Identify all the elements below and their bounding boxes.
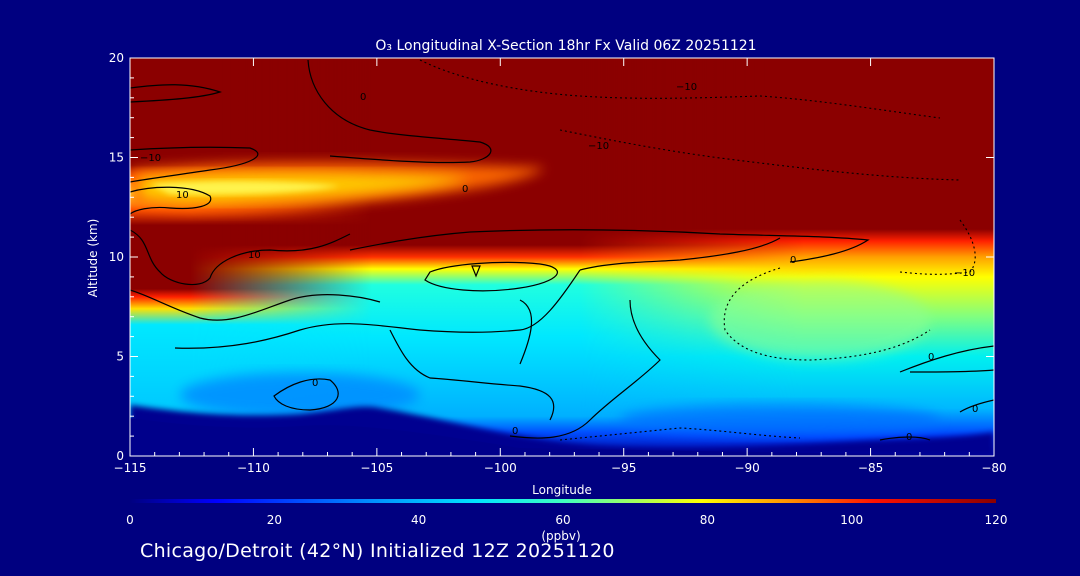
x-axis-label: Longitude [532,483,592,497]
y-axis: 0 5 10 15 20 [109,51,994,463]
x-tick-label: −105 [360,461,393,475]
x-tick-label: −85 [858,461,883,475]
x-tick-label: −100 [484,461,517,475]
contour-label: −10 [588,141,609,152]
contour-label: 0 [972,404,978,415]
contour-label: 0 [512,426,518,437]
contour-label: 0 [790,255,796,266]
x-tick-label: −95 [611,461,636,475]
contour-label: 10 [248,250,261,261]
triangle-marker-icon [471,265,481,278]
y-tick-label: 20 [109,51,124,65]
colorbar-tick-label: 60 [555,513,570,527]
x-tick-label: −110 [237,461,270,475]
colorbar-ticks: 0 20 40 60 80 100 120 [126,513,1007,527]
y-tick-label: 15 [109,151,124,165]
x-tick-label: −90 [734,461,759,475]
ozone-anomaly-contours [130,59,994,441]
colorbar-tick-label: 80 [700,513,715,527]
colorbar-unit-label: (ppbv) [541,529,580,543]
colorbar-tick-label: 120 [985,513,1008,527]
contour-label: −10 [676,82,697,93]
colorbar-tick-label: 100 [840,513,863,527]
y-tick-label: 0 [116,449,124,463]
y-tick-label: 10 [109,250,124,264]
ozone-anomaly-contours-dashed [419,59,976,441]
contour-label: −10 [140,153,161,164]
contour-label: 10 [176,190,189,201]
contour-label: −10 [954,268,975,279]
contour-label-group: 0 −10 −10 −10 10 10 0 −10 0 0 0 0 0 0 [140,82,978,443]
colorbar-tick-label: 20 [267,513,282,527]
x-tick-label: −80 [981,461,1006,475]
contour-label: 0 [906,432,912,443]
contour-label: 0 [360,92,366,103]
contour-label: 0 [312,378,318,389]
colorbar-tick-label: 0 [126,513,134,527]
y-tick-label: 5 [116,350,124,364]
ozone-concentration-field [130,58,994,456]
colorbar [130,499,996,503]
colorbar-tick-label: 40 [411,513,426,527]
initialization-caption: Chicago/Detroit (42°N) Initialized 12Z 2… [140,540,615,562]
contour-label: 0 [928,352,934,363]
chart-title: O₃ Longitudinal X-Section 18hr Fx Valid … [375,38,756,54]
contour-label: 0 [462,184,468,195]
y-axis-label: Altitude (km) [86,219,100,298]
x-axis: −115 −110 −105 −100 −95 −90 −85 −80 [114,58,1007,475]
x-tick-label: −115 [114,461,147,475]
